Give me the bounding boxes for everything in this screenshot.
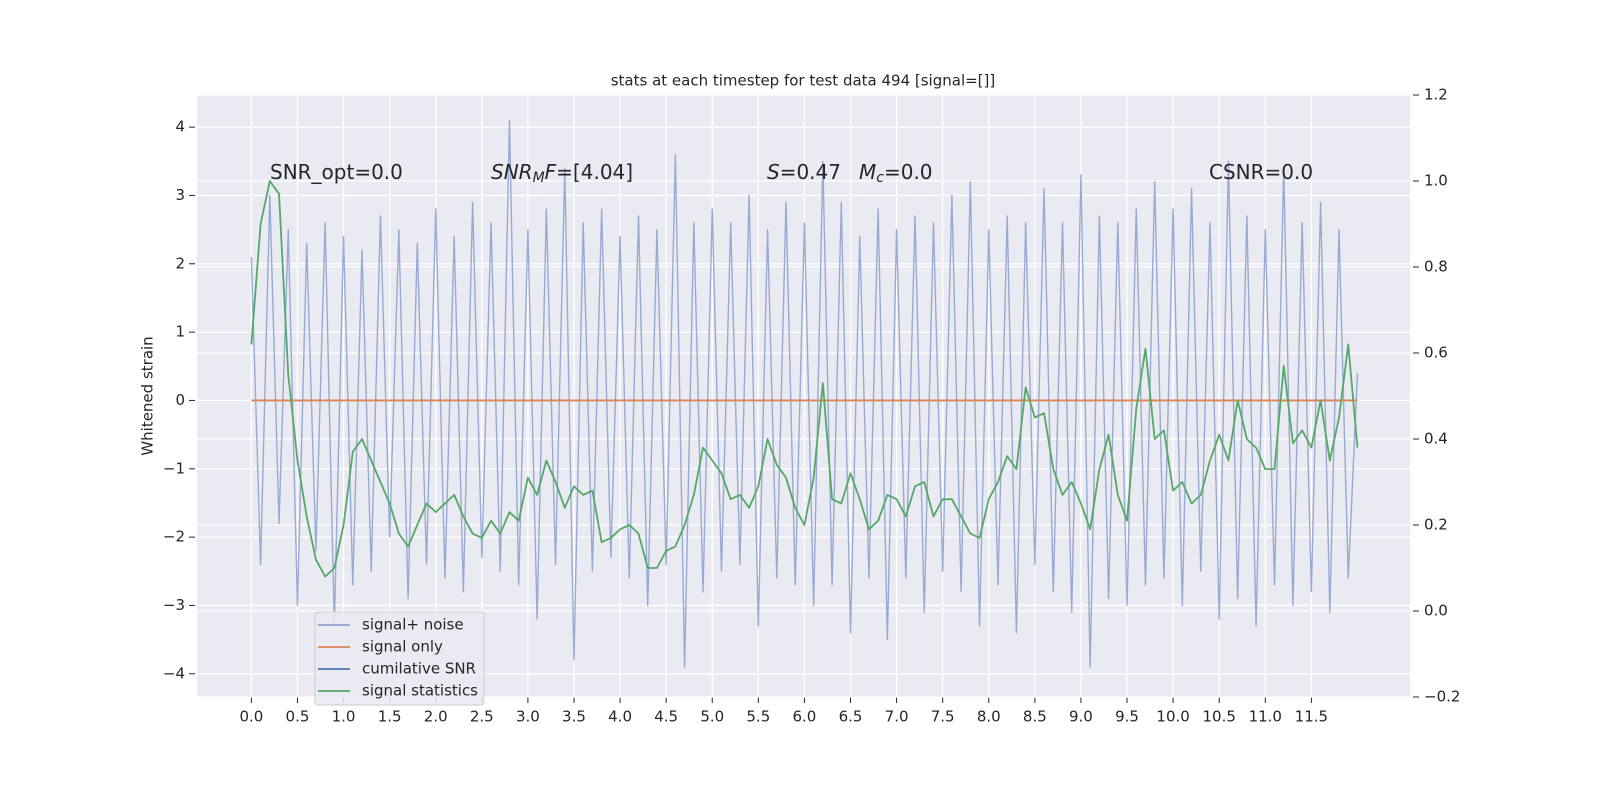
x-tick-label: 0.5 bbox=[286, 708, 310, 726]
x-tick-label: 10.0 bbox=[1156, 708, 1189, 726]
annotation: SNRMF=[4.04] bbox=[491, 160, 633, 187]
y-tick-label: 2 bbox=[175, 254, 185, 272]
x-tick-label: 10.5 bbox=[1202, 708, 1235, 726]
x-tick-label: 6.0 bbox=[792, 708, 816, 726]
legend-label: signal only bbox=[362, 638, 443, 656]
y-tick-label: 3 bbox=[175, 186, 185, 204]
annotation-part: c bbox=[876, 170, 884, 186]
x-tick-label: 5.5 bbox=[746, 708, 770, 726]
y2-tick-label: 0.0 bbox=[1424, 602, 1448, 620]
x-tick-label: 5.0 bbox=[700, 708, 724, 726]
x-tick-label: 1.5 bbox=[378, 708, 402, 726]
legend-label: signal+ noise bbox=[362, 616, 464, 634]
x-tick-label: 7.0 bbox=[885, 708, 909, 726]
x-tick-label: 2.5 bbox=[470, 708, 494, 726]
x-tick-label: 8.0 bbox=[977, 708, 1001, 726]
x-tick-label: 9.5 bbox=[1115, 708, 1139, 726]
y2-tick-label: 0.8 bbox=[1424, 258, 1448, 276]
annotation-part: SNR bbox=[491, 160, 533, 184]
annotation-part: =[4.04] bbox=[556, 160, 633, 184]
y-tick-label: −1 bbox=[163, 459, 185, 477]
y2-tick-label: 0.4 bbox=[1424, 430, 1448, 448]
x-tick-label: 4.0 bbox=[608, 708, 632, 726]
y2-tick-label: 0.6 bbox=[1424, 344, 1448, 362]
annotation-part: =0.0 bbox=[884, 160, 933, 184]
annotation-part: =0.47 bbox=[780, 160, 841, 184]
y2-tick-label: −0.2 bbox=[1424, 688, 1460, 706]
y-tick-label: 0 bbox=[175, 391, 185, 409]
legend-label: cumilative SNR bbox=[362, 660, 476, 678]
x-tick-label: 0.0 bbox=[239, 708, 263, 726]
x-tick-label: 6.5 bbox=[839, 708, 863, 726]
x-tick-label: 7.5 bbox=[931, 708, 955, 726]
annotation: Mc=0.0 bbox=[859, 160, 933, 187]
y-tick-label: −3 bbox=[163, 596, 185, 614]
y-tick-label: 1 bbox=[175, 323, 185, 341]
y-tick-label: −2 bbox=[163, 528, 185, 546]
x-tick-label: 8.5 bbox=[1023, 708, 1047, 726]
x-tick-label: 1.0 bbox=[332, 708, 356, 726]
legend-box bbox=[314, 611, 485, 706]
annotation-part: F bbox=[545, 160, 557, 184]
x-tick-label: 11.5 bbox=[1295, 708, 1328, 726]
annotation-part: M bbox=[859, 160, 876, 184]
x-tick-label: 4.5 bbox=[654, 708, 678, 726]
y-tick-label: −4 bbox=[163, 664, 185, 682]
legend-label: signal statistics bbox=[362, 682, 478, 700]
annotation-part: M bbox=[533, 170, 545, 186]
y-axis-label: Whitened strain bbox=[139, 336, 157, 455]
annotation-part: SNR_opt=0.0 bbox=[270, 160, 403, 184]
annotation-part: CSNR=0.0 bbox=[1209, 160, 1313, 184]
x-tick-label: 11.0 bbox=[1249, 708, 1282, 726]
annotation: S=0.47 bbox=[767, 160, 841, 184]
y-tick-label: 4 bbox=[175, 118, 185, 136]
x-tick-label: 3.5 bbox=[562, 708, 586, 726]
annotation-part: S bbox=[767, 160, 780, 184]
chart-title: stats at each timestep for test data 494… bbox=[611, 72, 996, 90]
x-tick-label: 9.0 bbox=[1069, 708, 1093, 726]
series-line bbox=[250, 180, 1359, 578]
y2-tick-label: 1.0 bbox=[1424, 172, 1448, 190]
annotation: CSNR=0.0 bbox=[1209, 160, 1313, 184]
series-line bbox=[250, 119, 1359, 668]
x-tick-label: 2.0 bbox=[424, 708, 448, 726]
x-tick-label: 3.0 bbox=[516, 708, 540, 726]
y2-tick-label: 0.2 bbox=[1424, 516, 1448, 534]
annotation: SNR_opt=0.0 bbox=[270, 160, 403, 184]
y2-tick-label: 1.2 bbox=[1424, 86, 1448, 104]
